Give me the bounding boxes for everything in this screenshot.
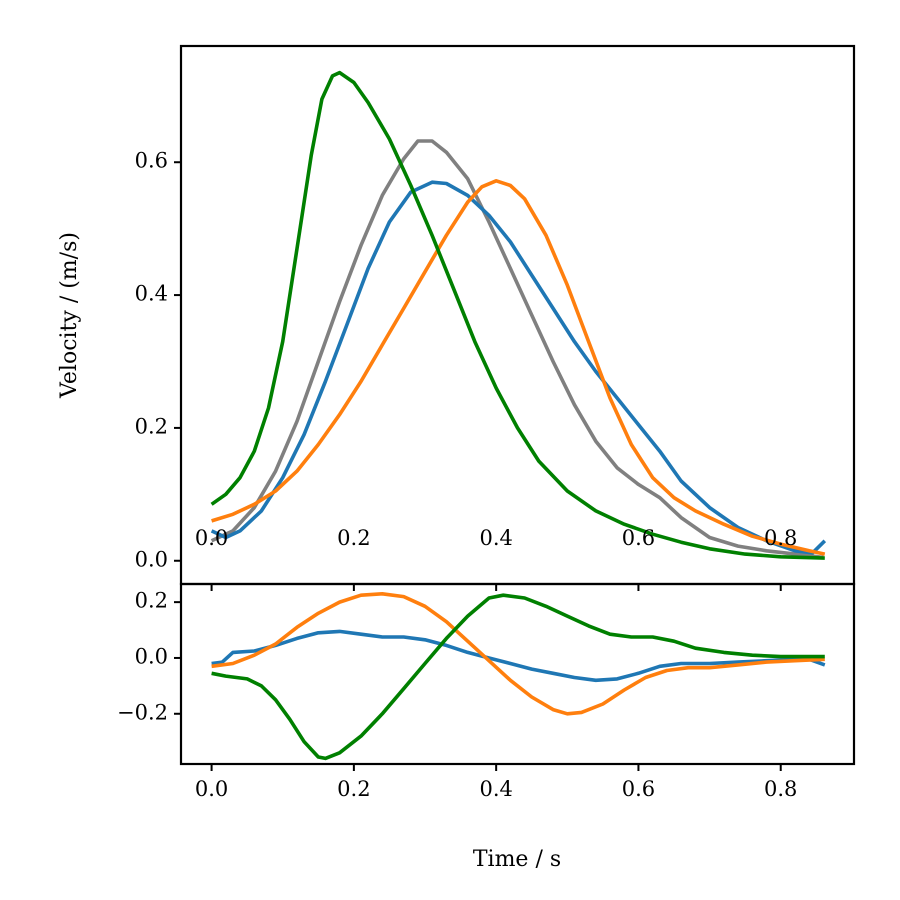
top-series-blue-line [210, 180, 827, 555]
difference-panel: 0.2 0.0 −0.2 0.0 0.2 0.4 0.6 0.8 Time / s [117, 582, 856, 872]
x-tick-label: 0.8 [764, 777, 797, 801]
top-inner-x-tick-label: 0.6 [622, 526, 655, 550]
bottom-series-orange-line [211, 592, 825, 716]
bottom-series-blue-line [211, 629, 826, 683]
x-tick-label: 0.6 [622, 777, 655, 801]
top-series-green-line [210, 70, 825, 560]
top-y-tick-label: 0.2 [135, 414, 168, 438]
top-inner-x-tick-label: 0.4 [479, 526, 512, 550]
bottom-y-tick-label: 0.2 [135, 589, 168, 613]
y-axis-label: Velocity / (m/s) [57, 232, 82, 399]
top-inner-x-tick-label: 0.2 [337, 526, 370, 550]
bottom-y-tick-label: −0.2 [117, 700, 168, 724]
top-inner-x-tick-label: 0.8 [764, 526, 797, 550]
top-series-orange-line [211, 179, 826, 556]
bottom-series-green-line [211, 593, 825, 761]
top-y-tick-label: 0.6 [135, 149, 168, 173]
x-tick-label: 0.4 [479, 777, 512, 801]
bottom-y-tick-label: 0.0 [135, 644, 168, 668]
top-y-tick-label: 0.4 [135, 282, 168, 306]
velocity-panel: 0.0 0.2 0.4 0.6 0.8 0.0 0.2 0.4 0.6 Velocity / … [57, 44, 856, 591]
x-tick-label: 0.0 [195, 777, 228, 801]
top-inner-x-tick-label: 0.0 [195, 526, 228, 550]
top-series-grey-line [210, 139, 824, 560]
x-axis-label: Time / s [473, 847, 561, 872]
velocity-plot-frame [179, 44, 856, 586]
x-tick-label: 0.2 [337, 777, 370, 801]
difference-plot-frame [179, 582, 856, 766]
top-y-tick-label: 0.0 [135, 547, 168, 571]
